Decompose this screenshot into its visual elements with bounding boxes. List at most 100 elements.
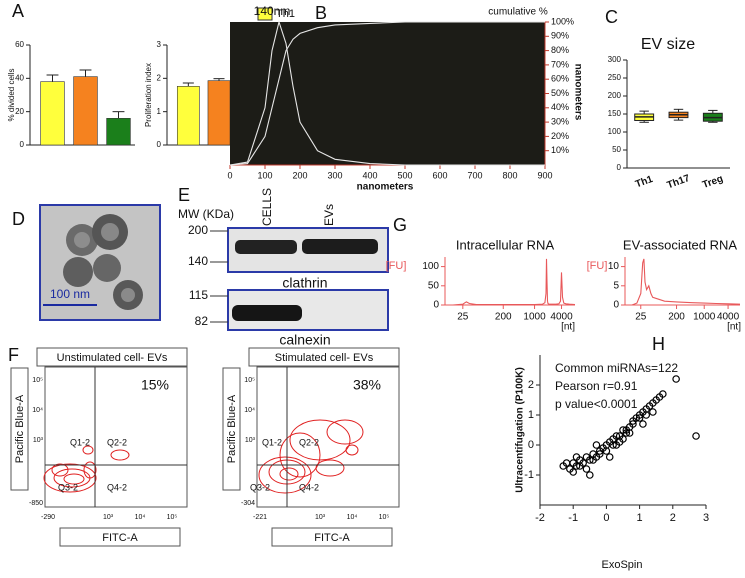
point xyxy=(642,411,651,419)
point xyxy=(692,432,700,440)
y-tick-label: 200 xyxy=(608,91,622,100)
x-tick-label: 200 xyxy=(668,312,685,323)
x-tick-label: -290 xyxy=(41,514,55,521)
panel-title: Stimulated cell- EVs xyxy=(275,352,374,364)
x-tick-label: 1000 xyxy=(693,312,716,323)
x-tick-label: 0 xyxy=(603,512,609,524)
y-tick-label: 10⁵ xyxy=(244,377,255,384)
point xyxy=(602,447,611,455)
x-tick-label: 300 xyxy=(327,170,342,180)
point xyxy=(625,429,634,437)
axis-label: FITC-A xyxy=(314,532,350,544)
y-tick-label: 40 xyxy=(15,73,24,82)
axis-label: Pacific Blue-A xyxy=(14,394,26,463)
point xyxy=(639,420,647,428)
x-tick-label: 400 xyxy=(362,170,377,180)
contour xyxy=(258,456,312,494)
panel-label: E xyxy=(178,185,190,205)
protein-label: calnexin xyxy=(279,332,330,348)
gate-percent: 15% xyxy=(141,377,169,393)
bar xyxy=(207,80,231,146)
x-tick-label: 4000 xyxy=(717,312,740,323)
axis-label: [nt] xyxy=(727,322,741,333)
y-tick-label: -1 xyxy=(524,469,534,481)
axis-label: [FU] xyxy=(587,260,608,272)
y-tick-label: 10⁵ xyxy=(32,377,43,384)
y-tick-label: 5 xyxy=(613,280,619,291)
point xyxy=(582,465,591,473)
y-tick-label: 3 xyxy=(157,40,162,49)
point xyxy=(585,456,594,464)
vesicle-core xyxy=(101,223,119,241)
y-tick-label: 10³ xyxy=(33,437,44,444)
axis-label: Pacific Blue-A xyxy=(226,394,238,463)
x-tick-label: 10⁴ xyxy=(135,514,146,521)
point xyxy=(659,390,667,398)
mw-marker: 140 xyxy=(188,254,208,268)
scale-bar-label: 100 nm xyxy=(50,287,90,301)
contour xyxy=(279,432,321,478)
point xyxy=(569,468,578,476)
panel-label: B xyxy=(315,3,327,23)
y-tick-label: 2 xyxy=(157,73,162,82)
plot-background xyxy=(230,22,545,165)
point xyxy=(572,462,581,470)
point xyxy=(572,453,581,461)
axis-label-box xyxy=(271,527,393,547)
y-tick-label: 10⁴ xyxy=(32,407,43,414)
x-tick-label: 200 xyxy=(495,312,512,323)
y-tick-label: 250 xyxy=(608,73,622,82)
x-tick-label: 3 xyxy=(703,512,709,524)
chart-title: 140nm xyxy=(254,4,291,18)
x-tick-label: 1000 xyxy=(523,312,546,323)
axis-label-box xyxy=(222,367,241,491)
y-tick-label: -850 xyxy=(29,500,43,507)
point xyxy=(605,453,614,461)
bar xyxy=(40,81,65,146)
y-tick-label: 150 xyxy=(608,109,622,118)
axis-label-box xyxy=(10,367,29,491)
quadrant-label: Q4-2 xyxy=(299,482,319,492)
y-tick-label: 10% xyxy=(551,145,569,155)
axis-label: % divided cells xyxy=(7,69,16,122)
y-tick-label: 100% xyxy=(551,16,574,26)
legend-label: Th1 xyxy=(276,8,295,20)
x-tick-label: 100 xyxy=(257,170,272,180)
quadrant-label: Q2-2 xyxy=(299,437,319,447)
axis-label: [nt] xyxy=(561,322,575,333)
chart-title: EV size xyxy=(641,36,695,53)
x-tick-label: 10³ xyxy=(103,514,114,521)
panel-title-box xyxy=(36,347,188,367)
contour xyxy=(43,463,97,493)
x-tick-label: 25 xyxy=(457,312,469,323)
x-tick-label: Treg xyxy=(701,173,725,191)
axis-label: Ultracentifugation (P100K) xyxy=(515,367,526,493)
x-tick-label: -2 xyxy=(535,512,545,524)
y-tick-label: 50 xyxy=(428,280,440,291)
y-tick-label: 1 xyxy=(157,107,162,116)
y-tick-label: 60% xyxy=(551,74,569,84)
bar xyxy=(106,118,131,146)
point xyxy=(589,456,597,464)
x-tick-label: 900 xyxy=(537,170,552,180)
legend-swatch xyxy=(257,7,273,21)
y-tick-label: 2 xyxy=(528,379,534,391)
annotation: Pearson r=0.91 xyxy=(555,379,638,393)
point xyxy=(672,375,680,383)
point xyxy=(576,462,584,470)
vesicle xyxy=(63,257,93,287)
y-tick-label: 10⁴ xyxy=(244,407,255,414)
y-tick-label: 10 xyxy=(608,261,620,272)
x-tick-label: 2 xyxy=(670,512,676,524)
annotation: p value<0.0001 xyxy=(555,397,638,411)
y-tick-label: 0 xyxy=(617,163,622,172)
lane-label: EVs xyxy=(322,204,336,226)
panel-label: H xyxy=(652,334,665,354)
contour xyxy=(51,463,69,477)
panel-label: G xyxy=(393,215,407,235)
y-tick-label: 60 xyxy=(15,40,24,49)
point xyxy=(592,441,601,449)
panel-label: D xyxy=(12,209,25,229)
axis-label: Proliferation index xyxy=(144,63,153,127)
